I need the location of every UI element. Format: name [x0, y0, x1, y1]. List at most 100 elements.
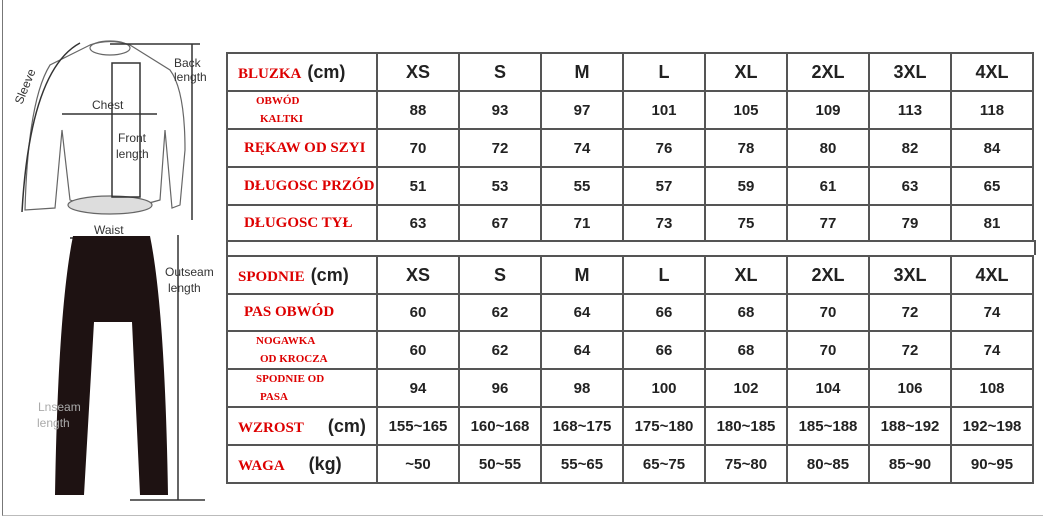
table-title: BLUZKA: [238, 65, 302, 82]
value-cell: 90~95: [950, 444, 1034, 484]
value-cell: 82: [868, 128, 952, 168]
row-label: PAS OBWÓD: [244, 304, 335, 320]
label-waist: Waist: [94, 223, 124, 237]
value-cell: 104: [786, 368, 870, 408]
label-back-length-1: Back: [174, 56, 202, 70]
value-cell: 155~165: [376, 406, 460, 446]
size-header: 3XL: [868, 255, 952, 295]
value-cell: 72: [458, 128, 542, 168]
value-cell: 106: [868, 368, 952, 408]
table-row: DŁUGOSC PRZÓD 51 53 55 57 59 61 63 65: [226, 166, 1034, 206]
value-cell: 64: [540, 293, 624, 332]
value-cell: 68: [704, 293, 788, 332]
value-cell: 71: [540, 204, 624, 242]
table-unit: (cm): [310, 264, 349, 285]
row-label: PASA: [260, 391, 288, 403]
row-label: DŁUGOSC PRZÓD: [244, 177, 375, 194]
value-cell: 53: [458, 166, 542, 206]
row-label-cell: NOGAWKA OD KROCZA: [226, 330, 378, 370]
value-cell: 168~175: [540, 406, 624, 446]
value-cell: 109: [786, 90, 870, 130]
size-header-row: BLUZKA (cm) XS S M L XL 2XL 3XL 4XL: [226, 52, 1034, 92]
value-cell: 160~168: [458, 406, 542, 446]
size-header: 3XL: [868, 52, 952, 92]
value-cell: 60: [376, 330, 460, 370]
garment-illustration: Sleeve Back length Chest Front length Wa…: [12, 40, 214, 501]
size-header: 4XL: [950, 255, 1034, 295]
value-cell: 65~75: [622, 444, 706, 484]
table-title-cell: BLUZKA (cm): [226, 52, 378, 92]
value-cell: 50~55: [458, 444, 542, 484]
label-front-length-1: Front: [118, 131, 147, 145]
value-cell: 63: [376, 204, 460, 242]
value-cell: 59: [704, 166, 788, 206]
label-inseam-1: Lnseam: [38, 400, 81, 414]
value-cell: 78: [704, 128, 788, 168]
value-cell: 93: [458, 90, 542, 130]
table-row: OBWÓD KALTKI 88 93 97 101 105 109 113 118: [226, 90, 1034, 130]
value-cell: 101: [622, 90, 706, 130]
value-cell: 62: [458, 330, 542, 370]
value-cell: 98: [540, 368, 624, 408]
table-row: PAS OBWÓD 60 62 64 66 68 70 72 74: [226, 293, 1034, 332]
table-row: RĘKAW OD SZYI 70 72 74 76 78 80 82 84: [226, 128, 1034, 168]
label-outseam-1: Outseam: [165, 265, 214, 279]
value-cell: 70: [376, 128, 460, 168]
value-cell: 51: [376, 166, 460, 206]
label-sleeve: Sleeve: [12, 67, 39, 107]
value-cell: 74: [540, 128, 624, 168]
size-header: XS: [376, 52, 460, 92]
size-header: 4XL: [950, 52, 1034, 92]
value-cell: 97: [540, 90, 624, 130]
value-cell: 80: [786, 128, 870, 168]
value-cell: 55: [540, 166, 624, 206]
value-cell: 188~192: [868, 406, 952, 446]
value-cell: 63: [868, 166, 952, 206]
value-cell: 57: [622, 166, 706, 206]
value-cell: 84: [950, 128, 1034, 168]
value-cell: 68: [704, 330, 788, 370]
row-unit: (cm): [327, 415, 366, 436]
value-cell: 81: [950, 204, 1034, 242]
jersey-drawing: [24, 40, 186, 215]
value-cell: 102: [704, 368, 788, 408]
size-header-row: SPODNIE (cm) XS S M L XL 2XL 3XL 4XL: [226, 255, 1034, 295]
value-cell: 79: [868, 204, 952, 242]
value-cell: 60: [376, 293, 460, 332]
row-label: KALTKI: [260, 113, 304, 125]
row-label-cell: DŁUGOSC TYŁ: [226, 204, 378, 242]
label-front-length-2: length: [116, 147, 149, 161]
value-cell: 118: [950, 90, 1034, 130]
table-unit: (cm): [307, 61, 346, 82]
row-label: WAGA: [238, 457, 285, 474]
size-header: 2XL: [786, 255, 870, 295]
size-header: S: [458, 255, 542, 295]
bottom-size-table: SPODNIE (cm) XS S M L XL 2XL 3XL 4XL PAS OBWÓD 60 62…: [226, 255, 1034, 484]
value-cell: 192~198: [950, 406, 1034, 446]
table-row: DŁUGOSC TYŁ 63 67 71 73 75 77 79 81: [226, 204, 1034, 242]
pants-drawing: [55, 236, 168, 495]
value-cell: 70: [786, 293, 870, 332]
row-label: OBWÓD: [256, 95, 300, 107]
row-label-cell: OBWÓD KALTKI: [226, 90, 378, 130]
value-cell: 64: [540, 330, 624, 370]
row-label-cell: SPODNIE OD PASA: [226, 368, 378, 408]
value-cell: 105: [704, 90, 788, 130]
table-title-cell: SPODNIE (cm): [226, 255, 378, 295]
row-unit: (kg): [308, 453, 342, 474]
label-chest: Chest: [92, 98, 124, 112]
value-cell: 75: [704, 204, 788, 242]
value-cell: 74: [950, 330, 1034, 370]
value-cell: 88: [376, 90, 460, 130]
value-cell: 175~180: [622, 406, 706, 446]
table-separator: [226, 240, 1036, 255]
value-cell: 80~85: [786, 444, 870, 484]
value-cell: 185~188: [786, 406, 870, 446]
top-size-table: BLUZKA (cm) XS S M L XL 2XL 3XL 4XL OBWÓD KALTKI 88 9…: [226, 52, 1034, 242]
value-cell: 70: [786, 330, 870, 370]
value-cell: 72: [868, 293, 952, 332]
value-cell: 66: [622, 293, 706, 332]
value-cell: 180~185: [704, 406, 788, 446]
table-row: WAGA (kg) ~50 50~55 55~65 65~75 75~80 80~85 85~9…: [226, 444, 1034, 484]
